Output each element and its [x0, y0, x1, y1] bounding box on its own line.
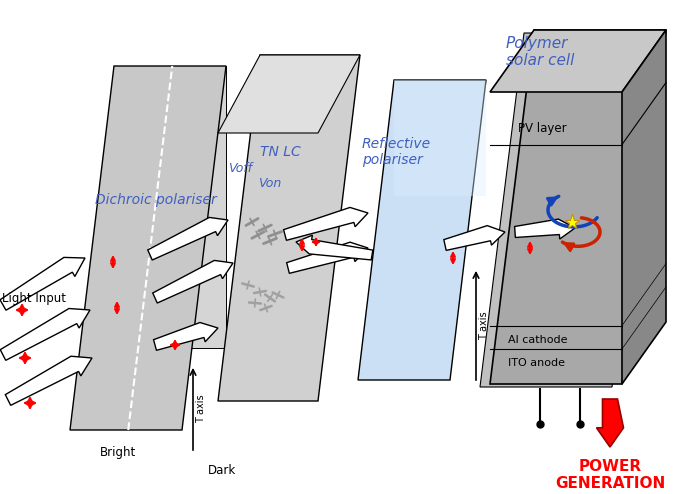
- Polygon shape: [218, 55, 360, 133]
- Text: Polymer
solar cell: Polymer solar cell: [506, 36, 575, 68]
- Polygon shape: [514, 219, 575, 239]
- Polygon shape: [0, 257, 85, 310]
- Text: Von: Von: [258, 176, 282, 190]
- Polygon shape: [286, 242, 368, 273]
- Polygon shape: [153, 260, 233, 303]
- Polygon shape: [218, 55, 360, 401]
- Polygon shape: [114, 66, 226, 348]
- Polygon shape: [0, 308, 90, 360]
- Polygon shape: [490, 30, 666, 92]
- Polygon shape: [296, 235, 373, 260]
- Polygon shape: [622, 30, 666, 384]
- Polygon shape: [70, 66, 226, 430]
- Text: Light Input: Light Input: [2, 291, 66, 304]
- Polygon shape: [394, 80, 486, 196]
- Polygon shape: [5, 356, 92, 406]
- Polygon shape: [284, 207, 368, 240]
- Polygon shape: [148, 217, 228, 260]
- Text: Dichroic polariser: Dichroic polariser: [95, 193, 216, 207]
- Text: POWER
GENERATION: POWER GENERATION: [555, 459, 665, 491]
- Polygon shape: [153, 323, 218, 350]
- Polygon shape: [597, 399, 623, 447]
- Text: Reflective
polariser: Reflective polariser: [362, 137, 431, 167]
- Text: Bright: Bright: [100, 446, 136, 458]
- Text: Voff: Voff: [228, 162, 252, 174]
- Polygon shape: [358, 80, 486, 380]
- Polygon shape: [444, 226, 505, 250]
- Text: TN LC: TN LC: [260, 145, 301, 159]
- Text: PV layer: PV layer: [518, 122, 566, 134]
- Polygon shape: [480, 33, 656, 387]
- Polygon shape: [490, 30, 666, 384]
- Text: Al cathode: Al cathode: [508, 334, 567, 345]
- Text: ITO anode: ITO anode: [508, 358, 565, 368]
- Text: Dark: Dark: [208, 463, 236, 477]
- Text: T axis: T axis: [196, 395, 206, 423]
- Text: T axis: T axis: [479, 311, 489, 340]
